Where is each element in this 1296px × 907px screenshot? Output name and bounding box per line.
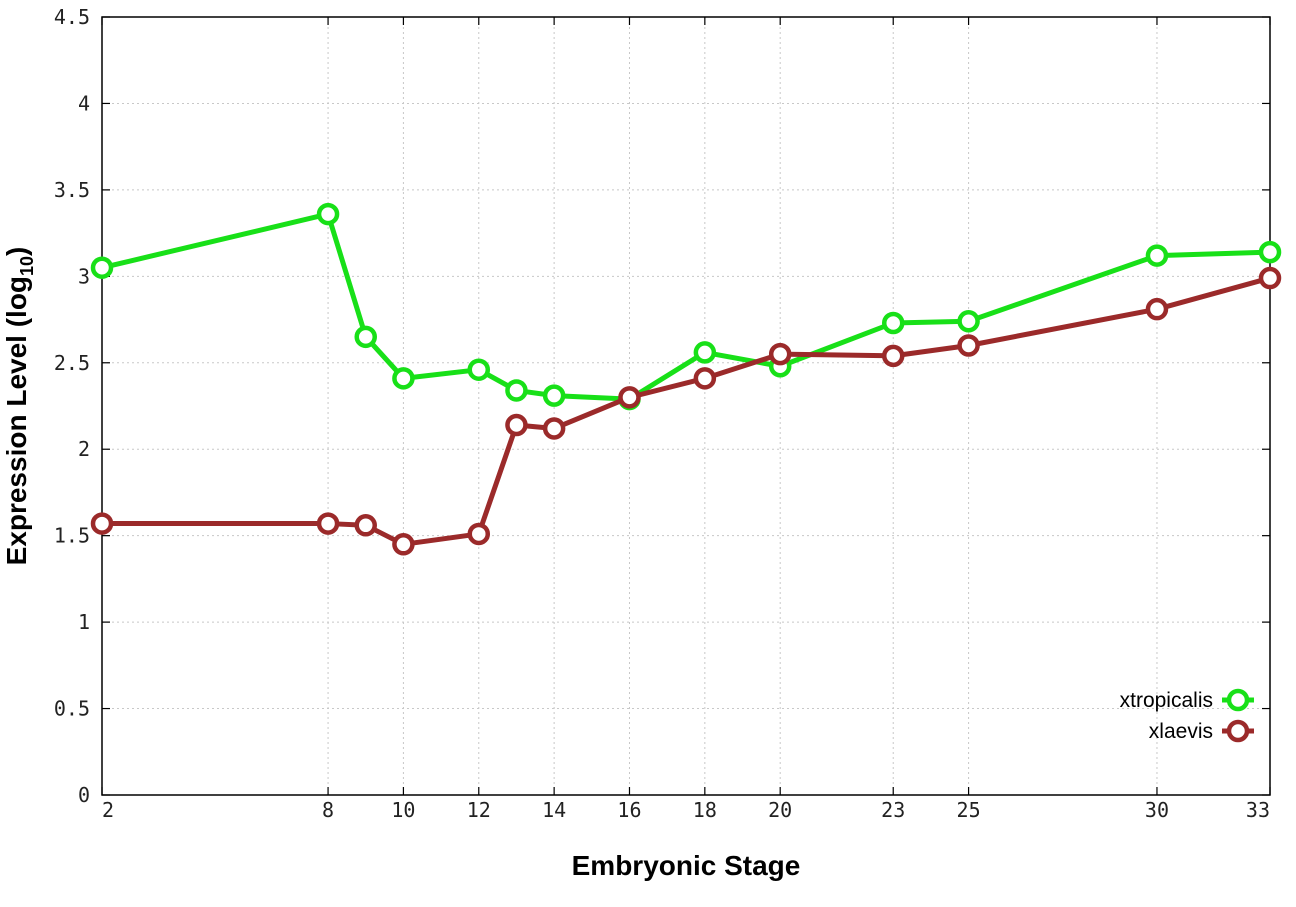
data-point-xlaevis xyxy=(881,344,905,368)
y-tick-label: 2 xyxy=(78,437,90,461)
x-tick-label: 16 xyxy=(617,798,641,822)
y-tick-label: 4 xyxy=(78,91,90,115)
x-tick-label: 25 xyxy=(957,798,981,822)
data-point-xlaevis xyxy=(354,514,377,537)
data-point-xtropicalis xyxy=(693,341,717,364)
legend-swatch-marker-xlaevis xyxy=(1226,719,1250,743)
y-axis-title-main: Expression Level (log xyxy=(1,276,32,565)
data-point-xlaevis xyxy=(542,417,566,440)
data-point-xlaevis xyxy=(1145,297,1169,321)
series-xtropicalis xyxy=(90,202,1282,411)
x-tick-label: 30 xyxy=(1145,798,1169,822)
y-axis-title: Expression Level (log10) xyxy=(1,247,37,566)
y-tick-label: 4.5 xyxy=(54,5,90,29)
y-tick-label: 3 xyxy=(78,264,90,288)
x-tick-label: 12 xyxy=(467,798,491,822)
y-tick-label: 1 xyxy=(78,610,90,634)
y-tick-label: 0 xyxy=(78,783,90,807)
data-point-xtropicalis xyxy=(467,358,491,381)
x-tick-label: 20 xyxy=(768,798,792,822)
data-point-xtropicalis xyxy=(354,325,377,349)
y-axis-title-close: ) xyxy=(1,247,32,256)
data-point-xlaevis xyxy=(392,533,415,556)
series-layer xyxy=(90,202,1282,556)
plot-frame xyxy=(101,16,1271,796)
data-point-xtropicalis xyxy=(316,202,340,226)
x-tick-label: 8 xyxy=(322,798,334,822)
x-tick-label: 14 xyxy=(542,798,566,822)
data-point-xtropicalis xyxy=(505,379,528,402)
data-point-xtropicalis xyxy=(957,310,980,333)
x-axis-title: Embryonic Stage xyxy=(572,850,801,881)
data-point-xlaevis xyxy=(768,342,792,366)
legend: xtropicalis xlaevis xyxy=(1120,688,1254,743)
data-point-xlaevis xyxy=(90,512,114,535)
series-xlaevis xyxy=(90,266,1282,556)
y-tick-label: 2.5 xyxy=(54,351,90,375)
y-tick-label: 3.5 xyxy=(54,178,90,202)
x-tick-label: 23 xyxy=(881,798,905,822)
data-point-xlaevis xyxy=(467,522,491,546)
data-point-xtropicalis xyxy=(542,384,566,407)
series-line-xtropicalis xyxy=(101,211,1271,402)
grid xyxy=(102,17,1270,795)
data-point-xlaevis xyxy=(957,334,980,357)
series-line-xlaevis xyxy=(102,275,1271,547)
data-point-xlaevis xyxy=(693,367,717,390)
data-point-xtropicalis xyxy=(1258,240,1282,264)
y-tick-label: 0.5 xyxy=(54,697,90,721)
data-point-xlaevis xyxy=(316,512,340,535)
data-point-xtropicalis xyxy=(881,311,905,335)
y-tick-label: 1.5 xyxy=(54,524,90,548)
data-point-xlaevis xyxy=(618,386,641,409)
y-axis-title-subscript: 10 xyxy=(17,256,37,276)
x-tick-label: 2 xyxy=(102,798,114,822)
data-point-xtropicalis xyxy=(90,256,114,279)
data-point-xlaevis xyxy=(505,413,528,437)
legend-label-xlaevis: xlaevis xyxy=(1149,720,1213,743)
data-point-xlaevis xyxy=(1258,266,1282,290)
x-tick-label: 33 xyxy=(1246,798,1270,822)
axis-ticks: 0 0.5 1 1.5 2 2.5 3 3.5 4 4.5 2 8 10 12 14 16 18 20 23 25 30… xyxy=(54,5,1271,822)
legend-label-xtropicalis: xtropicalis xyxy=(1120,689,1213,712)
x-tick-label: 10 xyxy=(391,798,415,822)
x-tick-label: 18 xyxy=(693,798,717,822)
data-point-xtropicalis xyxy=(1145,244,1169,267)
data-point-xtropicalis xyxy=(392,367,415,390)
legend-swatch-marker-xtropicalis xyxy=(1226,688,1250,712)
